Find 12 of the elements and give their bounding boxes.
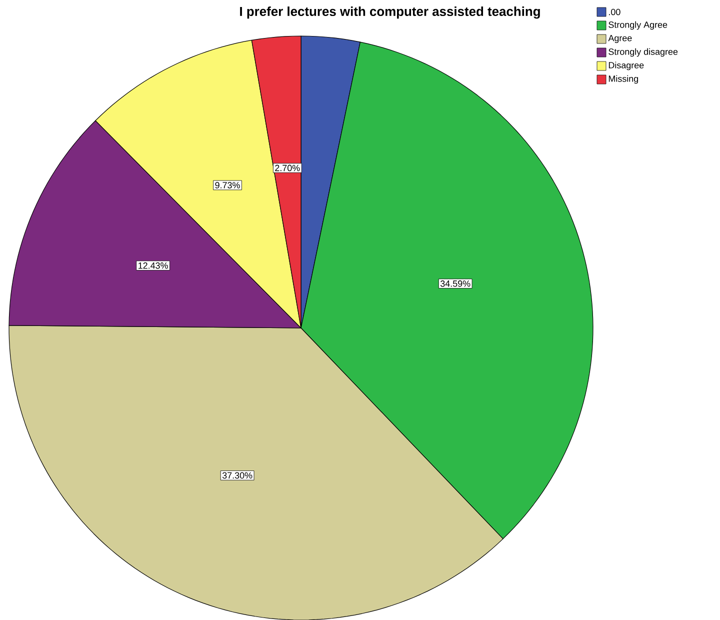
legend-label: Strongly Agree xyxy=(608,21,668,30)
data-label: 9.73% xyxy=(215,182,240,188)
data-label: 12.43% xyxy=(138,262,168,269)
legend-label: Agree xyxy=(608,34,632,43)
legend-label: Strongly disagree xyxy=(608,48,678,57)
legend-label: Disagree xyxy=(608,62,644,70)
data-label: 37.30% xyxy=(222,472,252,478)
data-label: 2.70% xyxy=(275,164,300,172)
legend-label: .00 xyxy=(609,8,620,16)
chart-title: I prefer lectures with computer assisted teaching xyxy=(240,6,540,19)
legend-label: Missing xyxy=(608,75,638,84)
data-label: 34.59% xyxy=(440,280,470,287)
